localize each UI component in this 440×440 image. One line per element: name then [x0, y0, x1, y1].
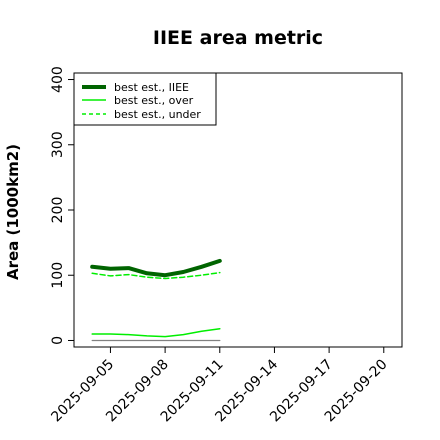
- legend-box: [73, 72, 217, 126]
- y-tick-label: 300: [50, 131, 66, 158]
- y-tick-label: 0: [50, 336, 66, 345]
- y-tick-label: 200: [50, 197, 66, 224]
- y-axis-label: Area (1000km2): [4, 144, 22, 280]
- legend-label-under: best est., under: [114, 108, 201, 121]
- x-axis: 2025-09-052025-09-082025-09-112025-09-14…: [48, 347, 391, 425]
- y-tick-label: 100: [50, 262, 66, 289]
- series-line-over: [91, 327, 221, 338]
- legend: best est., IIEE best est., over best est…: [73, 72, 217, 126]
- y-tick-label: 400: [50, 66, 66, 93]
- series-layer: [90, 258, 222, 342]
- y-axis: 0 100 200 300 400: [50, 66, 74, 345]
- chart-title: IIEE area metric: [153, 27, 323, 49]
- legend-label-over: best est., over: [114, 94, 194, 107]
- series-line-under: [91, 271, 221, 280]
- series-line-iiee: [90, 258, 222, 278]
- legend-label-iiee: best est., IIEE: [114, 81, 189, 94]
